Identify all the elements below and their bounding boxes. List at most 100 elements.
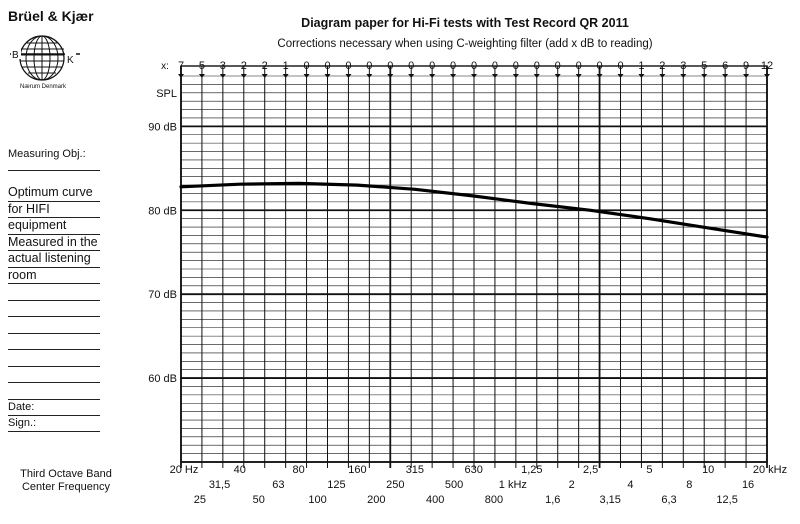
- x-tick-label: 2: [569, 479, 575, 491]
- correction-marker: [617, 74, 624, 78]
- correction-value: 0: [387, 60, 393, 72]
- x-tick-label: 63: [272, 479, 284, 491]
- correction-marker: [533, 74, 540, 78]
- x-tick-label: 80: [292, 464, 304, 476]
- correction-value: 0: [304, 60, 310, 72]
- correction-value: 0: [429, 60, 435, 72]
- correction-value: 0: [555, 60, 561, 72]
- x-tick-label: 1,6: [545, 494, 560, 506]
- x-tick-label: 3,15: [599, 494, 620, 506]
- correction-marker: [575, 74, 582, 78]
- correction-value: 12: [761, 60, 773, 72]
- correction-value: 3: [220, 60, 226, 72]
- page-subtitle: Corrections necessary when using C-weigh…: [277, 38, 653, 50]
- logo-letter-b: B: [12, 50, 19, 61]
- correction-marker: [764, 74, 770, 78]
- x-tick-label: 4: [627, 479, 633, 491]
- x-tick-label: 500: [445, 479, 463, 491]
- correction-marker: [387, 74, 394, 78]
- correction-value: 2: [659, 60, 665, 72]
- correction-marker: [303, 74, 310, 78]
- note-line: Optimum curve: [8, 185, 100, 202]
- x-tick-label: 16: [742, 479, 754, 491]
- x-tick-label: 12,5: [716, 494, 737, 506]
- correction-value: 0: [576, 60, 582, 72]
- correction-marker: [722, 74, 729, 78]
- correction-value: 0: [450, 60, 456, 72]
- correction-marker: [450, 74, 457, 78]
- y-tick-label: 90 dB: [148, 121, 177, 133]
- x-tick-label: 800: [485, 494, 503, 506]
- y-tick-label: 70 dB: [148, 289, 177, 301]
- x-tick-label: 20 Hz: [170, 464, 199, 476]
- x-tick-label: 630: [464, 464, 482, 476]
- correction-value: 1: [283, 60, 289, 72]
- x-tick-label: 31,5: [209, 479, 230, 491]
- y-axis-label: SPL: [156, 88, 177, 100]
- correction-marker: [219, 74, 226, 78]
- correction-value: 5: [701, 60, 707, 72]
- note-line: room: [8, 268, 100, 284]
- correction-marker: [261, 74, 268, 78]
- correction-marker: [596, 74, 603, 78]
- form-rule: [8, 383, 100, 400]
- correction-marker: [282, 74, 289, 78]
- measurement-form: Measuring Obj.: Optimum curve for HIFI e…: [8, 148, 100, 432]
- sign-label: Sign.:: [8, 416, 100, 432]
- brand-logo-globe: B K: [10, 35, 80, 81]
- x-tick-label: 40: [234, 464, 246, 476]
- x-tick-label: 125: [327, 479, 345, 491]
- correction-marker: [512, 74, 519, 78]
- correction-marker: [491, 74, 498, 78]
- x-tick-label: 6,3: [661, 494, 676, 506]
- page-title: Diagram paper for Hi-Fi tests with Test …: [301, 16, 629, 30]
- form-rule: [8, 317, 100, 334]
- correction-value: 5: [199, 60, 205, 72]
- x-tick-label: 100: [308, 494, 326, 506]
- correction-value: 0: [408, 60, 414, 72]
- x-tick-label: 8: [686, 479, 692, 491]
- correction-value: 0: [617, 60, 623, 72]
- correction-marker: [324, 74, 331, 78]
- x-tick-label: 10: [702, 464, 714, 476]
- correction-value: 0: [597, 60, 603, 72]
- correction-value: 2: [262, 60, 268, 72]
- logo-location: Nærum Denmark: [20, 84, 67, 90]
- correction-value: 2: [241, 60, 247, 72]
- correction-value: 0: [534, 60, 540, 72]
- x-tick-label: 2,5: [583, 464, 598, 476]
- corrections-prefix: x:: [161, 61, 169, 72]
- correction-marker: [429, 74, 436, 78]
- measuring-obj-label: Measuring Obj.:: [8, 148, 86, 160]
- correction-marker: [240, 74, 247, 78]
- logo-letter-k: K: [67, 55, 74, 66]
- x-tick-label: 50: [253, 494, 265, 506]
- x-tick-label: 250: [386, 479, 404, 491]
- x-tick-label: 25: [194, 494, 206, 506]
- x-tick-label: 1,25: [521, 464, 542, 476]
- form-rule: [8, 301, 100, 317]
- x-axis-caption: Third Octave Band Center Frequency: [0, 468, 132, 494]
- correction-marker: [198, 74, 205, 78]
- form-rule: [8, 350, 100, 367]
- y-tick-label: 60 dB: [148, 373, 177, 385]
- correction-marker: [680, 74, 687, 78]
- correction-value: 0: [471, 60, 477, 72]
- correction-value: 0: [345, 60, 351, 72]
- form-rule: [8, 334, 100, 350]
- x-tick-label: 315: [406, 464, 424, 476]
- correction-marker: [659, 74, 666, 78]
- correction-marker: [471, 74, 477, 78]
- x-axis-caption-line2: Center Frequency: [21, 481, 111, 493]
- correction-value: 3: [680, 60, 686, 72]
- plot-frame: [180, 65, 768, 463]
- x-tick-label: 160: [348, 464, 366, 476]
- x-tick-label: 1 kHz: [499, 479, 527, 491]
- correction-marker: [743, 74, 750, 78]
- note-line: actual listening: [8, 251, 100, 268]
- x-tick-label: 400: [426, 494, 444, 506]
- note-line: Measured in the: [8, 235, 100, 251]
- x-tick-label: 200: [367, 494, 385, 506]
- note-line: equipment: [8, 218, 100, 235]
- correction-marker: [178, 74, 184, 78]
